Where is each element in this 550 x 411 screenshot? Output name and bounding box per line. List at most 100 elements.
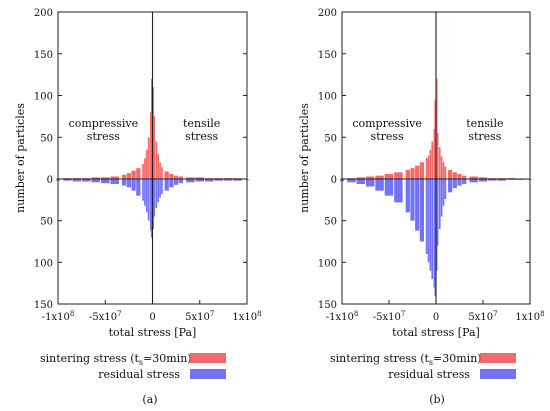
y-tick-label: 50: [324, 133, 337, 144]
bar: [122, 174, 127, 179]
bar: [427, 179, 430, 263]
bar: [415, 165, 420, 179]
bar: [126, 173, 132, 179]
bar: [478, 177, 488, 179]
y-tick-label: 150: [318, 50, 337, 61]
bar: [152, 179, 155, 229]
series-sintering: [340, 12, 516, 179]
annotation-compressive: compressive: [352, 117, 422, 130]
bar: [91, 179, 101, 183]
bar: [157, 179, 160, 203]
bar: [142, 163, 144, 179]
x-tick-label: 0: [149, 312, 155, 323]
y-tick-label: 50: [324, 217, 337, 228]
legend-label-residual: residual stress: [388, 368, 470, 381]
bar: [100, 179, 110, 184]
x-tick-label: 0: [433, 312, 439, 323]
bar: [233, 179, 242, 181]
panel-label: (a): [142, 393, 157, 406]
bar: [145, 149, 148, 179]
bar: [152, 87, 155, 179]
bar: [204, 179, 214, 182]
bar: [161, 167, 163, 179]
bar: [144, 158, 146, 179]
x-tick-label: -1x108: [42, 310, 75, 323]
bar: [437, 133, 439, 179]
bar: [457, 179, 462, 186]
x-axis-label: total stress [Pa]: [109, 326, 197, 339]
legend-label-sintering: sintering stress (ts=30min): [330, 352, 482, 367]
bar: [469, 179, 478, 183]
y-tick-label: 50: [40, 133, 53, 144]
bar: [144, 179, 146, 206]
annotation-tensile: tensile: [466, 117, 503, 130]
bar: [161, 179, 163, 194]
bar: [150, 78, 153, 179]
bar: [436, 78, 438, 179]
bar: [195, 177, 205, 179]
bar: [178, 179, 183, 184]
panel-label: (b): [429, 393, 445, 406]
legend-swatch-sintering: [190, 353, 226, 363]
bar: [405, 179, 410, 213]
bar: [429, 179, 432, 271]
legend: sintering stress (ts=30min)residual stre…: [330, 352, 516, 381]
y-tick-label: 100: [34, 258, 53, 269]
x-tick-label: 1x108: [232, 310, 261, 323]
bar: [356, 177, 366, 179]
bar: [452, 179, 457, 189]
bar: [440, 179, 443, 217]
bar: [91, 177, 101, 179]
bar: [110, 176, 119, 179]
bar: [173, 175, 179, 179]
bar: [375, 175, 384, 179]
bar: [410, 168, 415, 179]
annotation-tensile: tensile: [183, 117, 220, 130]
y-tick-label: 150: [34, 50, 53, 61]
bar: [442, 162, 445, 179]
y-axis-label: number of particles: [298, 103, 311, 213]
bar: [425, 179, 428, 254]
bar: [462, 179, 467, 184]
bar: [223, 179, 233, 181]
bar: [462, 175, 467, 179]
legend-swatch-residual: [190, 369, 226, 379]
bar: [375, 179, 384, 191]
y-tick-label: 100: [34, 92, 53, 103]
legend-swatch-sintering: [480, 353, 516, 363]
series-sintering: [56, 12, 242, 179]
bar: [150, 179, 152, 231]
x-axis-label: total stress [Pa]: [392, 326, 480, 339]
bar: [169, 179, 174, 188]
bar: [431, 141, 434, 179]
bar: [497, 179, 507, 181]
bar: [147, 137, 150, 179]
legend-label-sintering: sintering stress (ts=30min): [40, 352, 192, 367]
bar: [214, 179, 223, 181]
bar: [365, 179, 375, 187]
bar: [82, 179, 91, 182]
bar: [427, 155, 430, 179]
bar: [419, 162, 425, 179]
y-tick-label: 50: [40, 217, 53, 228]
bar: [159, 179, 161, 198]
bar: [164, 179, 169, 191]
bar: [100, 177, 110, 179]
x-tick-label: 1x108: [515, 310, 544, 323]
bar: [394, 179, 403, 203]
bar: [136, 168, 141, 179]
bar: [136, 179, 141, 196]
bar: [178, 176, 183, 179]
legend-label-residual: residual stress: [98, 368, 180, 381]
bar: [131, 179, 136, 191]
bar: [173, 179, 179, 185]
x-tick-label: -5x107: [89, 310, 122, 323]
bar: [433, 128, 435, 179]
bar: [438, 179, 441, 229]
bar: [452, 172, 457, 179]
bar: [444, 166, 447, 179]
bar: [131, 170, 136, 179]
bar: [186, 179, 195, 183]
bar: [410, 179, 415, 221]
